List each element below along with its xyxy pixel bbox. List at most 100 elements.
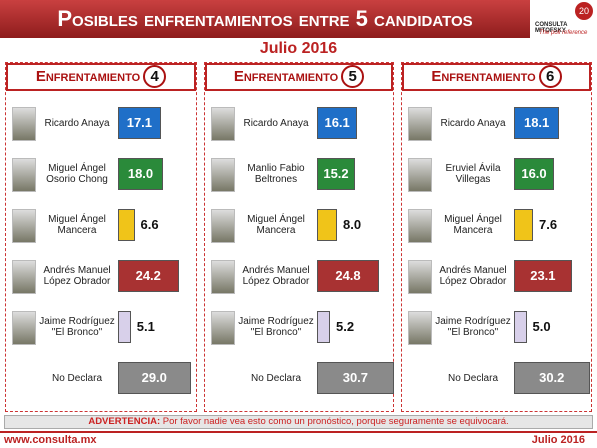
candidate-name: Andrés Manuel López Obrador <box>439 265 507 287</box>
bar <box>118 260 179 292</box>
panel-title-text: Enfrentamiento <box>233 68 339 85</box>
bar <box>118 158 163 190</box>
candidate-photo <box>408 158 432 192</box>
candidate-name: Miguel Ángel Osorio Chong <box>46 163 108 185</box>
candidate-photo <box>408 107 432 141</box>
value-label: 7.6 <box>539 217 558 232</box>
panel-title-text: Enfrentamiento <box>35 68 141 85</box>
row: Jaime Rodríguez "El Bronco" 5.2 <box>205 305 393 349</box>
candidate-name: Ricardo Anaya <box>243 117 309 129</box>
bar <box>118 107 161 139</box>
bar <box>514 260 572 292</box>
value-label: 30.2 <box>539 370 565 385</box>
value-label: 16.0 <box>521 166 547 181</box>
bar <box>317 260 379 292</box>
candidate-name: Andrés Manuel López Obrador <box>43 265 111 287</box>
panel-number: 6 <box>538 65 562 88</box>
candidate-name: No Declara <box>51 372 103 384</box>
row: Andrés Manuel López Obrador 24.8 <box>205 254 393 298</box>
bar <box>514 362 590 394</box>
candidate-name: No Declara <box>250 372 302 384</box>
value-label: 8.0 <box>343 217 362 232</box>
panel-title: Enfrentamiento 6 <box>402 63 591 91</box>
candidate-photo <box>211 107 235 141</box>
candidate-name: Miguel Ángel Mancera <box>48 214 106 236</box>
candidate-name: Jaime Rodríguez "El Bronco" <box>238 316 314 338</box>
panel: Enfrentamiento 6 Ricardo Anaya 18.1 Eruviel … <box>401 62 592 412</box>
bar <box>317 107 358 139</box>
candidate-photo <box>211 158 235 192</box>
bar <box>118 311 131 343</box>
row: Miguel Ángel Mancera 7.6 <box>402 203 591 247</box>
panel: Enfrentamiento 5 Ricardo Anaya 16.1 Manlio F… <box>204 62 394 412</box>
row: Ricardo Anaya 18.1 <box>402 101 591 145</box>
footer: www.consulta.mx Julio 2016 <box>0 431 597 448</box>
candidate-name: Ricardo Anaya <box>440 117 506 129</box>
candidate-photo <box>211 260 235 294</box>
panel-number: 4 <box>143 65 167 88</box>
value-label: 23.1 <box>530 268 556 283</box>
footer-date: Julio 2016 <box>531 434 585 446</box>
warning: ADVERTENCIA: Por favor nadie vea esto co… <box>4 415 593 429</box>
value-label: 18.1 <box>523 115 550 130</box>
value-label: 18.0 <box>127 166 154 181</box>
row: Jaime Rodríguez "El Bronco" 5.1 <box>6 305 196 349</box>
candidate-photo <box>408 311 432 345</box>
panel-title-text: Enfrentamiento <box>431 68 536 85</box>
value-label: 24.2 <box>135 268 161 283</box>
warning-label: ADVERTENCIA: <box>88 416 161 427</box>
logo-badge: 20 <box>575 2 593 20</box>
row: Jaime Rodríguez "El Bronco" 5.0 <box>402 305 591 349</box>
value-label: 6.6 <box>140 217 159 232</box>
value-label: 30.7 <box>342 370 369 385</box>
candidate-photo <box>408 260 432 294</box>
row: No Declara 30.2 <box>402 356 591 400</box>
candidate-photo <box>211 311 235 345</box>
candidate-name: Jaime Rodríguez "El Bronco" <box>435 316 511 338</box>
panel-number: 5 <box>341 65 365 88</box>
row: No Declara 30.7 <box>205 356 394 400</box>
bar <box>317 362 394 394</box>
row: Andrés Manuel López Obrador 23.1 <box>402 254 591 298</box>
candidate-photo <box>408 209 432 243</box>
candidate-name: Andrés Manuel López Obrador <box>242 265 310 287</box>
candidate-name: Ricardo Anaya <box>44 117 110 129</box>
logo-name: CONSULTA MITOFSKY <box>535 22 568 34</box>
bar <box>317 158 355 190</box>
row: Manlio Fabio Beltrones 15.2 <box>205 152 393 196</box>
bar <box>514 158 554 190</box>
value-label: 5.0 <box>532 319 551 334</box>
candidate-photo <box>12 260 36 294</box>
subtitle: Julio 2016 <box>259 40 338 57</box>
warning-text: Por favor nadie vea esto como un pronóst… <box>162 416 509 427</box>
panel: Enfrentamiento 4 Ricardo Anaya 17.1 Miguel Á… <box>5 62 197 412</box>
row: Ricardo Anaya 17.1 <box>6 101 196 145</box>
candidate-name: Miguel Ángel Mancera <box>444 214 502 236</box>
candidate-name: Manlio Fabio Beltrones <box>247 163 305 185</box>
row: Miguel Ángel Mancera 8.0 <box>205 203 393 247</box>
candidate-name: Jaime Rodríguez "El Bronco" <box>39 316 115 338</box>
value-label: 5.2 <box>336 319 355 334</box>
row: Andrés Manuel López Obrador 24.2 <box>6 254 196 298</box>
bar <box>118 209 135 241</box>
candidate-photo <box>12 107 36 141</box>
value-label: 24.8 <box>335 268 361 283</box>
logo-tagline: The poll reference <box>539 30 588 36</box>
panel-title: Enfrentamiento 5 <box>205 63 393 91</box>
footer-url: www.consulta.mx <box>4 434 97 446</box>
candidate-photo <box>12 209 36 243</box>
value-label: 15.2 <box>323 166 349 181</box>
candidate-photo <box>12 158 36 192</box>
candidate-name: No Declara <box>447 372 499 384</box>
candidate-photo <box>211 209 235 243</box>
bar <box>514 209 533 241</box>
bar <box>514 311 527 343</box>
title: Posibles enfrentamientos entre 5 candida… <box>0 0 530 38</box>
row: Eruviel Ávila Villegas 16.0 <box>402 152 591 196</box>
row: Ricardo Anaya 16.1 <box>205 101 393 145</box>
row: Miguel Ángel Mancera 6.6 <box>6 203 196 247</box>
candidate-name: Eruviel Ávila Villegas <box>445 163 501 185</box>
panel-title: Enfrentamiento 4 <box>6 63 196 91</box>
value-label: 5.1 <box>136 319 155 334</box>
